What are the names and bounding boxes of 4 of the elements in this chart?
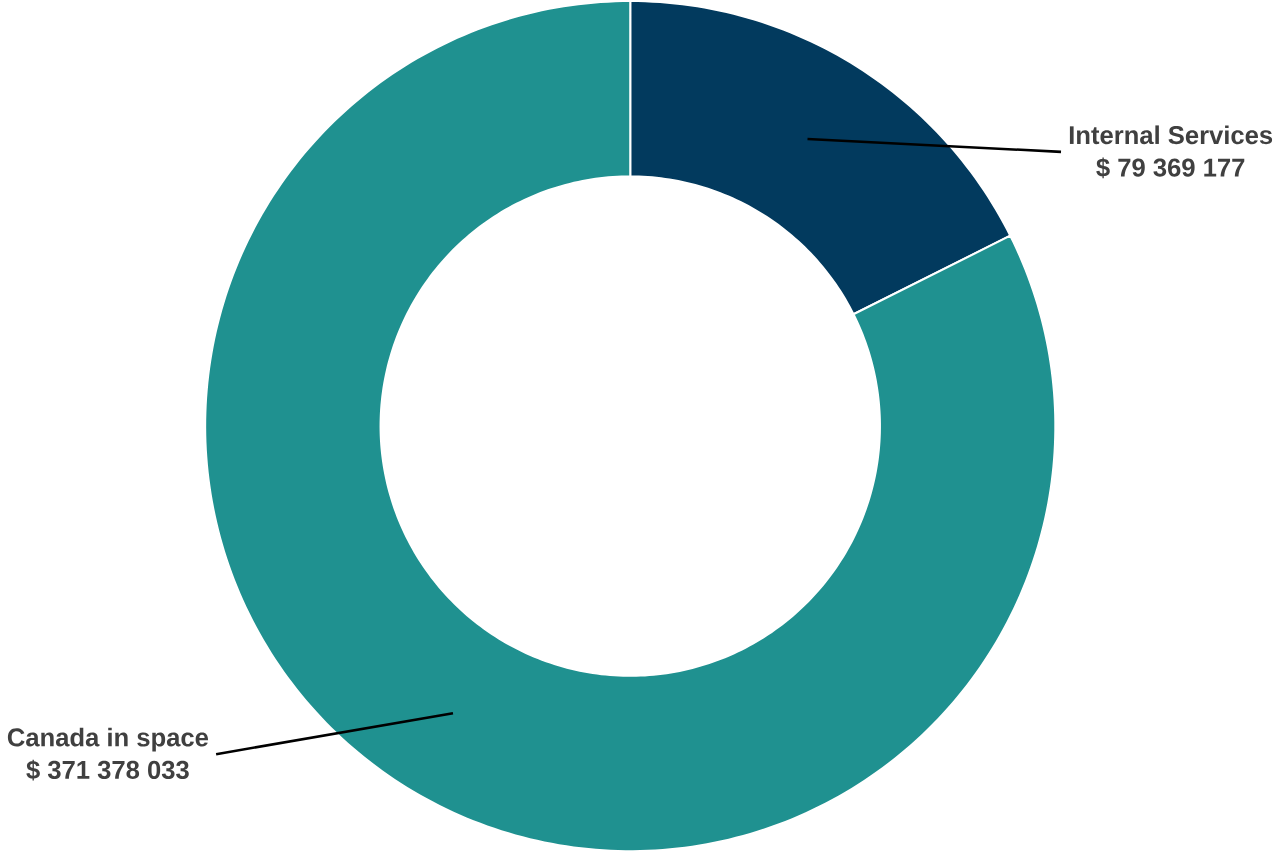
data-label: $ 79 369 177 xyxy=(1096,157,1245,179)
slice-label: Internal Services xyxy=(1069,125,1273,145)
slice-label: Canada in space xyxy=(7,727,209,752)
data-label: $ 371 378 033 xyxy=(26,759,189,781)
